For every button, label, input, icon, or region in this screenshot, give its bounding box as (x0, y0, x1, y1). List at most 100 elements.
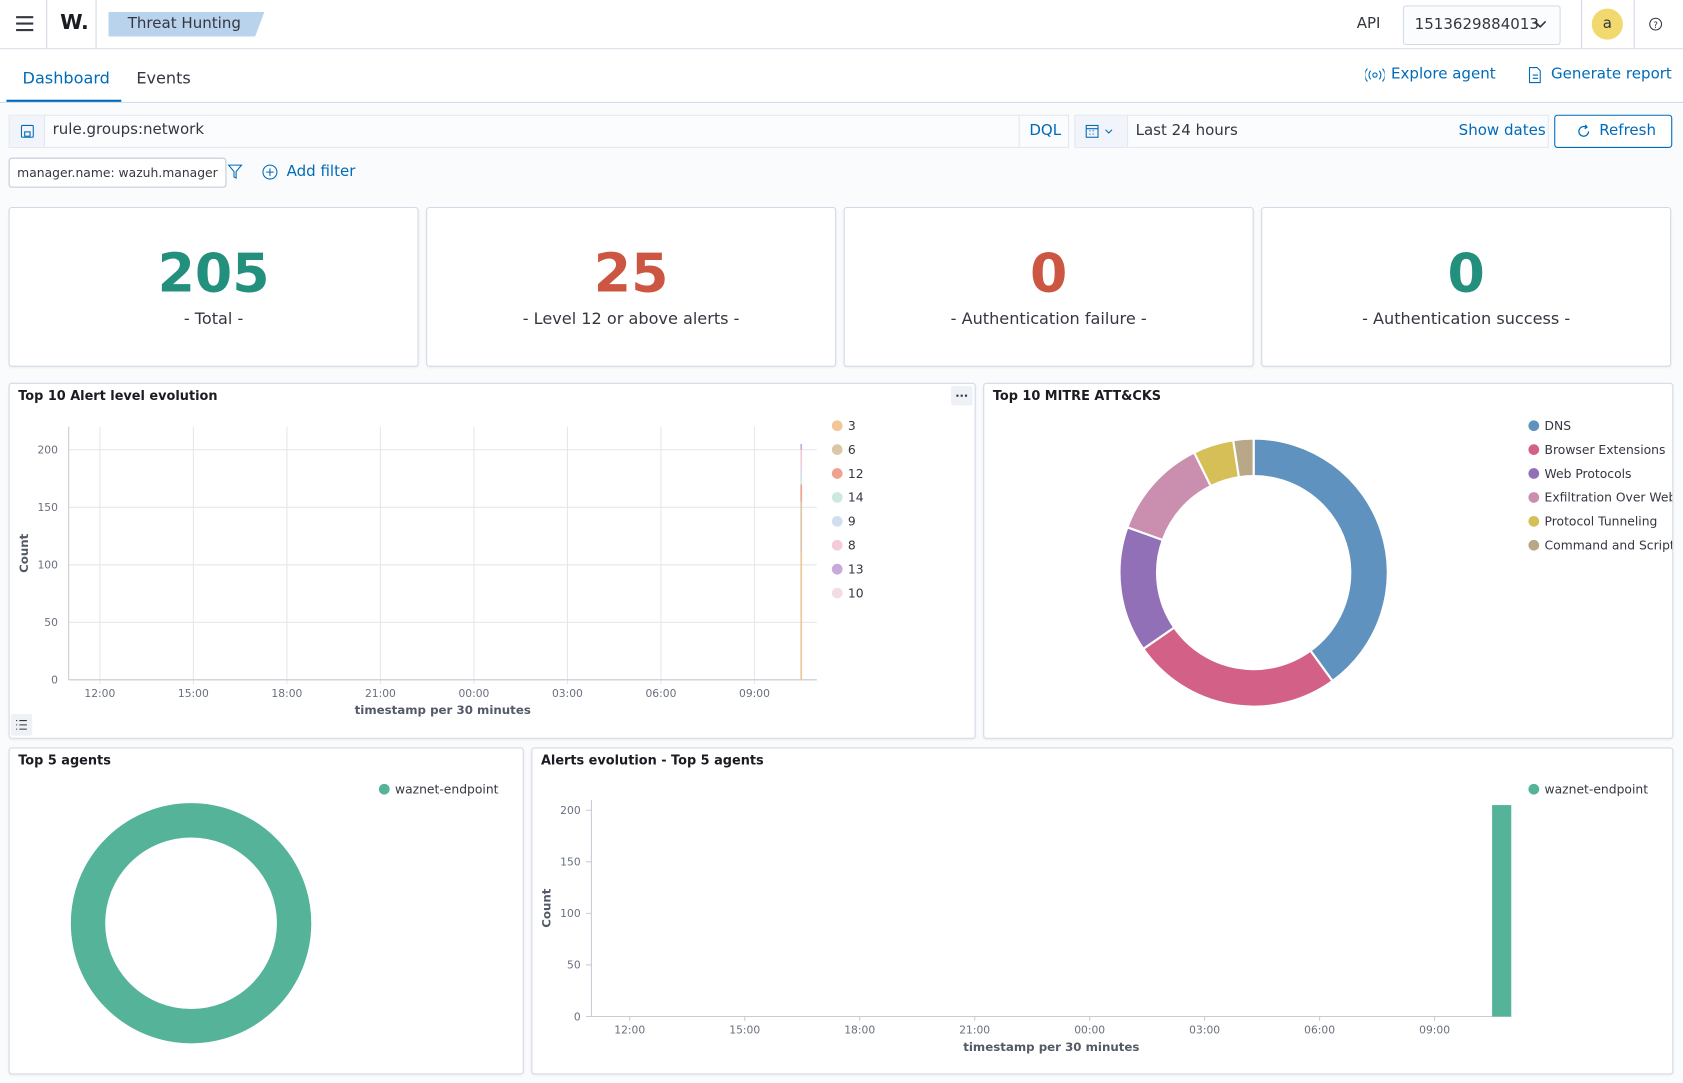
metric-card: 0 - Authentication failure - (843, 206, 1254, 367)
x-axis-label: timestamp per 30 minutes (963, 1040, 1139, 1054)
help-icon[interactable]: ? (1649, 17, 1663, 31)
saved-query[interactable] (9, 115, 46, 147)
chart-title: Alerts evolution - Top 5 agents (541, 754, 764, 769)
metric-card: 205 - Total - (8, 206, 419, 367)
legend-label: 8 (848, 539, 856, 553)
bar (1492, 805, 1512, 1017)
metric-value: 0 (1447, 242, 1485, 305)
logo[interactable]: W. (60, 10, 89, 35)
legend-swatch (831, 492, 843, 503)
x-tick-label: 03:00 (552, 687, 583, 700)
legend-label: 10 (848, 586, 864, 600)
api-id: 1513629884013 (1414, 16, 1539, 34)
donut-slice (1231, 437, 1255, 479)
svg-text:?: ? (1653, 21, 1658, 31)
chart: Top 5 agents waznet-endpoint (18, 754, 499, 1044)
donut-slice (70, 803, 312, 1044)
y-tick-label: 50 (567, 959, 581, 972)
generate-report[interactable]: Generate report (1550, 65, 1672, 83)
agent-icon (1365, 68, 1385, 82)
chart: Alerts evolution - Top 5 agents 0 50 100 150… (540, 754, 1649, 1054)
avatar[interactable]: a (1591, 8, 1623, 40)
metric-label: - Total - (183, 308, 244, 329)
add-filter[interactable]: Add filter (286, 162, 356, 181)
legend-swatch (378, 783, 390, 795)
chart-title: Top 5 agents (18, 754, 111, 769)
chart-title: Top 10 MITRE ATT&CKS (993, 389, 1161, 404)
legend-label: 13 (848, 562, 864, 576)
x-axis-label: timestamp per 30 minutes (355, 703, 531, 717)
legend-label: waznet-endpoint (1545, 782, 1649, 796)
x-tick-label: 15:00 (178, 687, 209, 700)
date-picker[interactable]: Last 24 hours Show dates (1074, 114, 1549, 148)
panel: Top 5 agents waznet-endpoint (8, 747, 524, 1075)
legend-label: 12 (848, 467, 864, 481)
tab[interactable]: Dashboard (22, 68, 110, 88)
divider (95, 0, 97, 49)
api-select[interactable]: 1513629884013 (1402, 5, 1561, 46)
query-language[interactable]: DQL (1029, 122, 1062, 140)
y-axis-label: Count (540, 888, 554, 928)
y-tick-label: 50 (44, 616, 58, 629)
y-tick-label: 100 (37, 559, 58, 572)
report-icon (1528, 67, 1541, 84)
panel: Alerts evolution - Top 5 agents 0 50 100 150… (531, 747, 1674, 1075)
x-tick-label: 00:00 (1074, 1024, 1105, 1037)
legend-label: Exfiltration Over Web (1545, 491, 1673, 505)
header: W. Threat Hunting API 1513629884013 a ? (0, 0, 1683, 50)
metric-card: 0 - Authentication success - (1261, 206, 1672, 367)
x-tick-label: 21:00 (959, 1024, 990, 1037)
search-bar[interactable]: rule.groups:network DQL (8, 114, 1070, 148)
x-tick-label: 06:00 (1304, 1024, 1335, 1037)
api-label: API (1356, 15, 1381, 33)
chart: Top 10 MITRE ATT&CKS DNS Browser Extension… (993, 389, 1676, 708)
x-tick-label: 00:00 (458, 687, 489, 700)
refresh-button[interactable]: Refresh (1554, 114, 1673, 148)
legend-swatch (831, 587, 843, 599)
panel: Top 10 MITRE ATT&CKS DNS Browser Extension… (983, 382, 1676, 739)
tabs-bar: Dashboard Events Explore agent Generate … (0, 49, 1683, 103)
legend-label: 3 (848, 419, 856, 433)
legend-swatch (1528, 444, 1540, 455)
legend-label: Browser Extensions (1545, 443, 1666, 457)
x-tick-label: 06:00 (646, 687, 677, 700)
legend-label: 6 (848, 443, 856, 457)
x-tick-label: 12:00 (84, 687, 115, 700)
x-tick-label: 09:00 (1419, 1024, 1450, 1037)
tab[interactable]: Events (136, 68, 191, 88)
filter-icon[interactable] (227, 164, 243, 179)
chevron (1534, 20, 1547, 28)
legend-label: 14 (848, 491, 864, 505)
explore-agent[interactable]: Explore agent (1391, 65, 1496, 83)
filter-pill[interactable]: manager.name: wazuh.manager (8, 157, 227, 188)
legend-label: waznet-endpoint (395, 782, 499, 796)
legend-swatch (1528, 515, 1540, 527)
donut-slice (1252, 437, 1389, 683)
metric-value: 25 (593, 242, 669, 305)
legend-label: Protocol Tunneling (1545, 515, 1658, 529)
donut-slice (1141, 626, 1335, 708)
legend-swatch (1528, 420, 1540, 432)
metric-label: - Authentication success - (1362, 308, 1571, 329)
chart-title: Top 10 Alert level evolution (18, 389, 217, 404)
y-tick-label: 0 (574, 1010, 581, 1023)
query[interactable]: rule.groups:network (52, 121, 205, 139)
breadcrumb[interactable]: Threat Hunting (108, 11, 265, 37)
metric-value: 0 (1029, 242, 1068, 305)
x-tick-label: 09:00 (739, 687, 770, 700)
y-axis-label: Count (17, 533, 31, 573)
legend-swatch (1528, 539, 1540, 551)
menu-icon[interactable] (15, 15, 34, 32)
divider (1633, 0, 1635, 49)
legend-label: 9 (848, 515, 856, 529)
x-tick-label: 12:00 (614, 1024, 645, 1037)
tab-underline (6, 99, 122, 102)
legend-swatch (1528, 783, 1540, 795)
legend-swatch (831, 539, 843, 551)
x-tick-label: 18:00 (844, 1024, 875, 1037)
x-tick-label: 03:00 (1189, 1024, 1220, 1037)
quick-menu[interactable] (1075, 115, 1129, 147)
show-dates[interactable]: Show dates (1458, 122, 1546, 140)
